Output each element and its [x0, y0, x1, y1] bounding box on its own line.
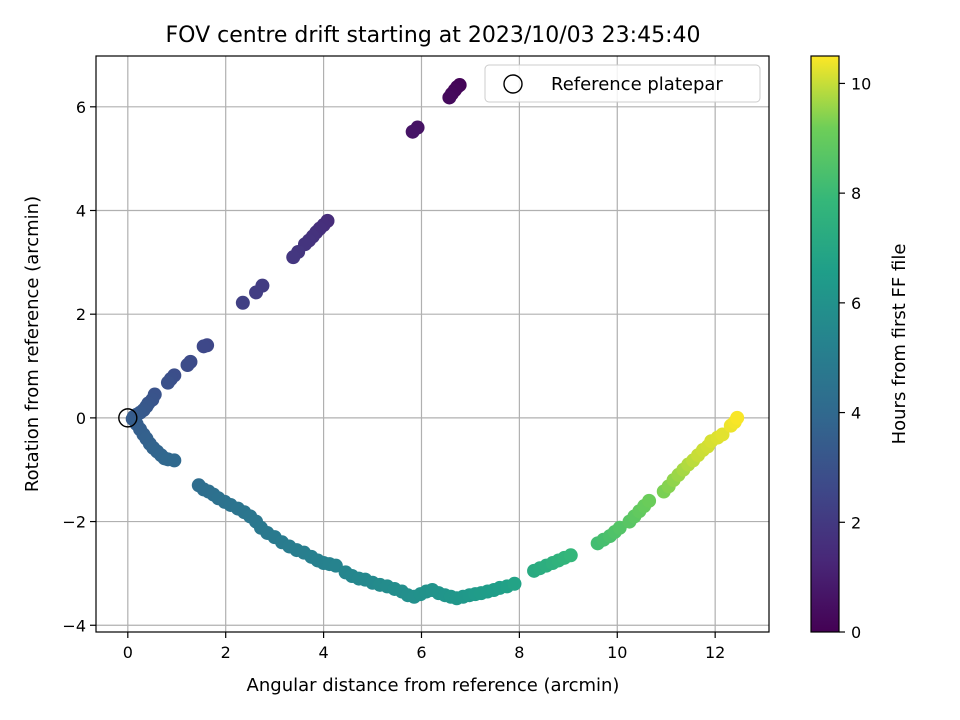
colorbar-frame [810, 55, 840, 633]
y-tick-label: 4 [76, 201, 86, 220]
legend: Reference platepar [484, 64, 761, 103]
colorbar-tick-label: 4 [851, 404, 861, 423]
x-tick-label: 4 [319, 643, 329, 662]
y-axis-label: Rotation from reference (arcmin) [22, 196, 43, 492]
colorbar-tick-label: 0 [851, 623, 861, 642]
legend-label: Reference platepar [551, 74, 723, 95]
colorbar-tick-label: 10 [851, 74, 871, 93]
x-tick-label: 6 [416, 643, 426, 662]
colorbar-tick-label: 6 [851, 294, 861, 313]
data-point [507, 576, 522, 591]
x-tick-label: 12 [705, 643, 725, 662]
chart-title: FOV centre drift starting at 2023/10/03 … [166, 23, 701, 48]
y-tick-label: 2 [76, 305, 86, 324]
data-point [442, 90, 457, 105]
data-point [196, 339, 211, 354]
data-point [715, 427, 730, 442]
data-point [328, 558, 343, 573]
data-point [405, 124, 420, 139]
grid [96, 56, 769, 632]
data-point [167, 453, 182, 468]
x-axis-ticks: 0 2 4 6 8 10 12 [123, 632, 725, 662]
legend-box [484, 64, 761, 103]
data-point [180, 357, 195, 372]
colorbar: 0 2 4 6 8 10 Hours from first FF file [810, 55, 910, 642]
reference-marker [118, 408, 138, 428]
colorbar-tick-label: 2 [851, 513, 861, 532]
plot-area [96, 56, 769, 632]
data-point [249, 285, 264, 300]
data-point [286, 250, 301, 265]
x-tick-label: 10 [607, 643, 627, 662]
colorbar-label: Hours from first FF file [889, 244, 910, 445]
colorbar-gradient [811, 56, 839, 632]
y-tick-label: 0 [76, 409, 86, 428]
y-tick-label: −2 [62, 513, 86, 532]
data-point [563, 548, 578, 563]
legend-marker [503, 74, 523, 94]
x-tick-label: 8 [514, 643, 524, 662]
data-points [125, 78, 745, 606]
x-axis-label: Angular distance from reference (arcmin) [247, 675, 620, 696]
y-tick-label: −4 [62, 616, 86, 635]
colorbar-tick-label: 8 [851, 184, 861, 203]
x-tick-label: 2 [221, 643, 231, 662]
data-point [160, 375, 175, 390]
data-point [730, 410, 745, 425]
data-point [235, 295, 250, 310]
plot-frame [95, 55, 770, 633]
colorbar-ticks: 0 2 4 6 8 10 [839, 74, 871, 642]
data-point [642, 493, 657, 508]
y-axis-ticks: −4 −2 0 2 4 6 [62, 98, 96, 635]
x-tick-label: 0 [123, 643, 133, 662]
y-tick-label: 6 [76, 98, 86, 117]
